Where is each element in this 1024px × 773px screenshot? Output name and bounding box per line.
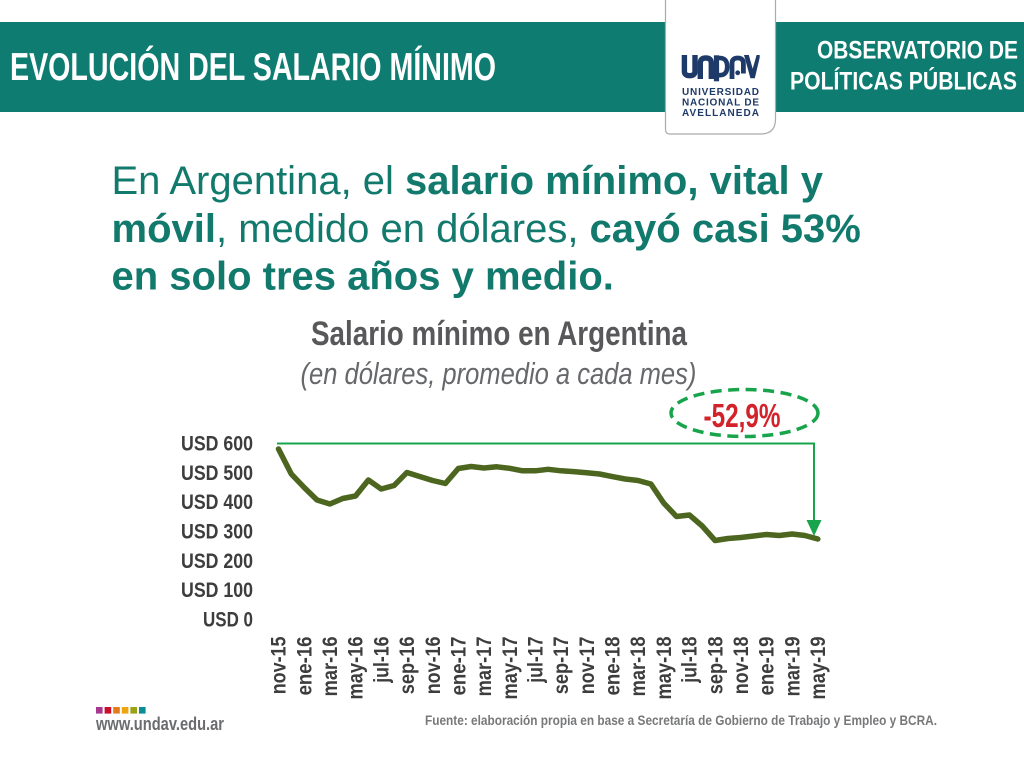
svg-text:móvil, medido en dólares, cayó: móvil, medido en dólares, cayó casi 53% [112,207,861,251]
svg-text:ene-17: ene-17 [448,637,471,696]
svg-text:mar-17: mar-17 [473,637,496,697]
svg-text:mar-19: mar-19 [781,637,804,697]
svg-text:mar-18: mar-18 [627,636,650,696]
svg-text:jul-18: jul-18 [679,636,702,683]
svg-text:Fuente: elaboración propia en: Fuente: elaboración propia en base a Sec… [425,712,937,728]
svg-text:USD 100: USD 100 [181,579,253,602]
svg-text:may-19: may-19 [807,637,830,700]
svg-text:USD 500: USD 500 [181,462,253,485]
svg-text:USD 600: USD 600 [181,433,253,456]
svg-text:USD 300: USD 300 [181,521,253,544]
svg-text:USD 400: USD 400 [181,491,253,514]
svg-text:NACIONAL DE: NACIONAL DE [682,98,759,109]
svg-text:mar-16: mar-16 [319,637,342,697]
svg-text:may-16: may-16 [345,637,368,700]
svg-text:ene-16: ene-16 [293,637,316,696]
svg-text:sep-17: sep-17 [550,637,573,695]
svg-text:www.undav.edu.ar: www.undav.edu.ar [95,714,224,734]
svg-text:nov-18: nov-18 [730,636,753,694]
svg-text:USD 200: USD 200 [181,550,253,573]
svg-text:EVOLUCIÓN DEL SALARIO MÍNIMO: EVOLUCIÓN DEL SALARIO MÍNIMO [10,45,496,89]
svg-text:nov-15: nov-15 [268,636,291,694]
svg-text:may-18: may-18 [653,636,676,699]
svg-text:en solo tres años y medio.: en solo tres años y medio. [112,255,614,299]
svg-text:jul-16: jul-16 [370,637,393,684]
svg-text:sep-16: sep-16 [396,637,419,695]
svg-text:ene-18: ene-18 [602,636,625,695]
svg-text:POLÍTICAS PÚBLICAS: POLÍTICAS PÚBLICAS [790,65,1017,95]
svg-text:En Argentina, el salario mínim: En Argentina, el salario mínimo, vital y [112,159,824,203]
svg-text:OBSERVATORIO DE: OBSERVATORIO DE [817,36,1018,64]
svg-text:nov-16: nov-16 [422,637,445,695]
svg-text:may-17: may-17 [499,637,522,700]
svg-text:-52,9%: -52,9% [704,397,781,434]
svg-text:AVELLANEDA: AVELLANEDA [682,108,759,119]
svg-text:USD 0: USD 0 [203,609,253,632]
svg-text:nov-17: nov-17 [576,637,599,695]
svg-text:sep-18: sep-18 [704,636,727,694]
svg-text:(en dólares, promedio a cada m: (en dólares, promedio a cada mes) [301,357,697,392]
svg-text:jul-17: jul-17 [525,637,548,684]
svg-text:ene-19: ene-19 [756,637,779,696]
svg-text:UNIVERSIDAD: UNIVERSIDAD [682,87,759,98]
svg-text:Salario mínimo en Argentina: Salario mínimo en Argentina [311,315,688,353]
